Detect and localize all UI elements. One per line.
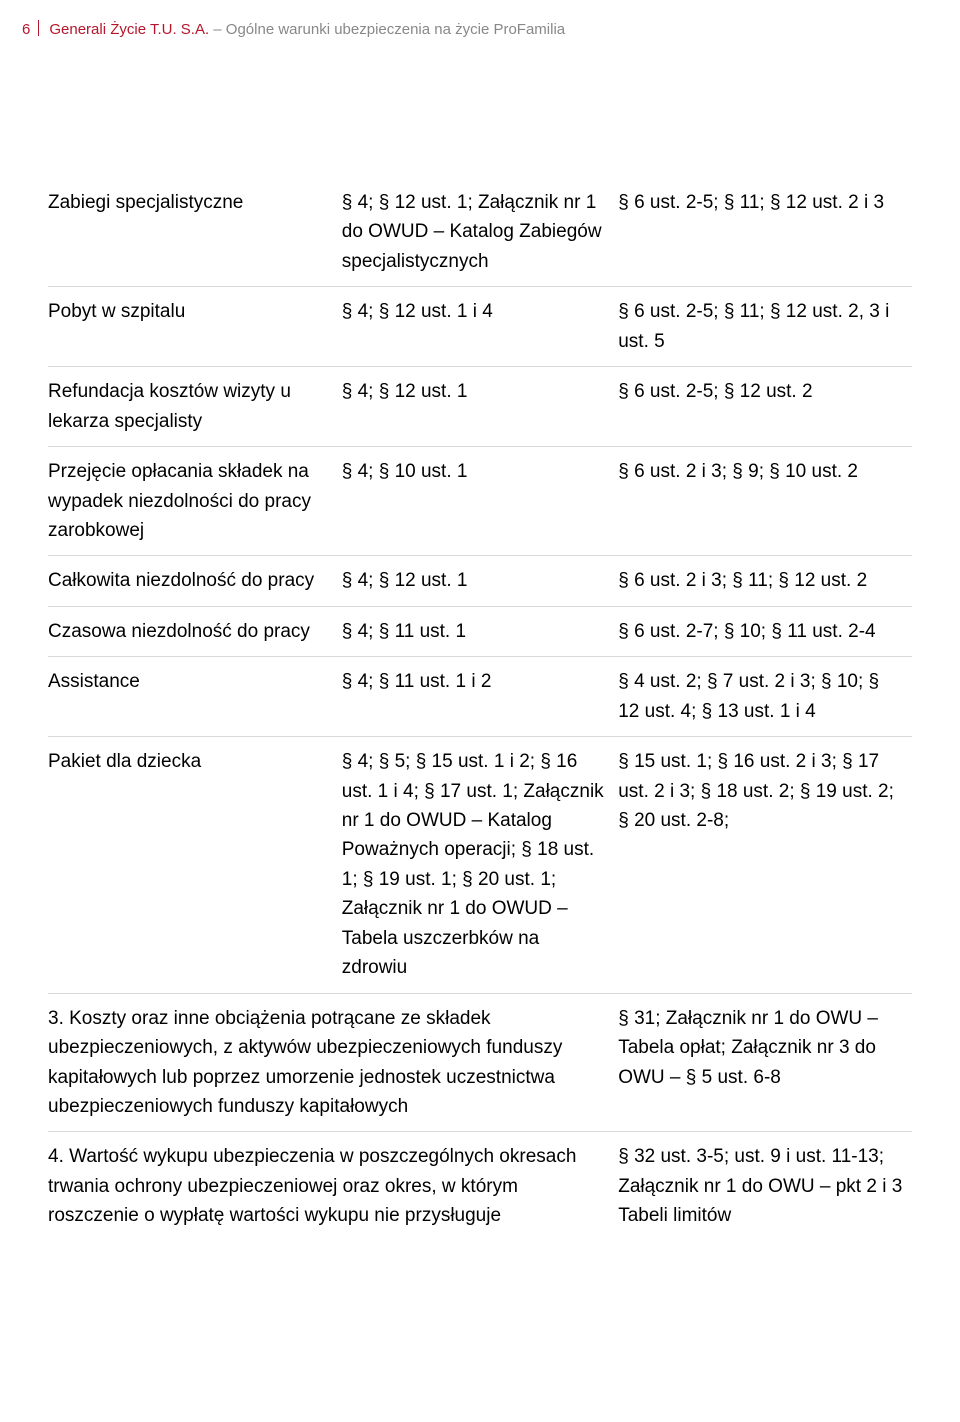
cell-name: Czasowa niezdolność do pracy xyxy=(48,606,342,656)
table-row: 3. Koszty oraz inne obciążenia potrącane… xyxy=(48,993,912,1132)
table-row: Assistance § 4; § 11 ust. 1 i 2 § 4 ust.… xyxy=(48,657,912,737)
table-row: Zabiegi specjalistyczne § 4; § 12 ust. 1… xyxy=(48,178,912,287)
header-divider xyxy=(38,20,39,36)
cell-ref-b: § 6 ust. 2 i 3; § 11; § 12 ust. 2 xyxy=(618,556,912,606)
cell-ref-b: § 4 ust. 2; § 7 ust. 2 i 3; § 10; § 12 u… xyxy=(618,657,912,737)
document-subtitle: – Ogólne warunki ubezpieczenia na życie … xyxy=(209,21,565,38)
table-row: Pobyt w szpitalu § 4; § 12 ust. 1 i 4 § … xyxy=(48,287,912,367)
cell-ref-a: § 4; § 12 ust. 1 xyxy=(342,556,618,606)
cell-name: Przejęcie opłacania składek na wypadek n… xyxy=(48,447,342,556)
cell-merged-left: 4. Wartość wykupu ubezpieczenia w poszcz… xyxy=(48,1132,618,1241)
table-row: Pakiet dla dziecka § 4; § 5; § 15 ust. 1… xyxy=(48,737,912,994)
table-row: Czasowa niezdolność do pracy § 4; § 11 u… xyxy=(48,606,912,656)
cell-name: Zabiegi specjalistyczne xyxy=(48,178,342,287)
cell-name: Całkowita niezdolność do pracy xyxy=(48,556,342,606)
cell-ref-b: § 6 ust. 2-5; § 11; § 12 ust. 2, 3 i ust… xyxy=(618,287,912,367)
cell-ref-b: § 32 ust. 3-5; ust. 9 i ust. 11-13; Załą… xyxy=(618,1132,912,1241)
cell-ref-b: § 31; Załącznik nr 1 do OWU – Tabela opł… xyxy=(618,993,912,1132)
content-area: Zabiegi specjalistyczne § 4; § 12 ust. 1… xyxy=(0,38,960,1281)
cell-name: Refundacja kosztów wizyty u lekarza spec… xyxy=(48,367,342,447)
cell-ref-b: § 6 ust. 2 i 3; § 9; § 10 ust. 2 xyxy=(618,447,912,556)
cell-merged-left: 3. Koszty oraz inne obciążenia potrącane… xyxy=(48,993,618,1132)
cell-ref-b: § 15 ust. 1; § 16 ust. 2 i 3; § 17 ust. … xyxy=(618,737,912,994)
table-row: Refundacja kosztów wizyty u lekarza spec… xyxy=(48,367,912,447)
table-row: Przejęcie opłacania składek na wypadek n… xyxy=(48,447,912,556)
cell-name: Pakiet dla dziecka xyxy=(48,737,342,994)
cell-ref-b: § 6 ust. 2-7; § 10; § 11 ust. 2-4 xyxy=(618,606,912,656)
cell-ref-a: § 4; § 12 ust. 1 xyxy=(342,367,618,447)
cell-name: Pobyt w szpitalu xyxy=(48,287,342,367)
cell-ref-a: § 4; § 11 ust. 1 i 2 xyxy=(342,657,618,737)
company-name: Generali Życie T.U. S.A. xyxy=(49,21,209,38)
cell-ref-b: § 6 ust. 2-5; § 12 ust. 2 xyxy=(618,367,912,447)
cell-ref-a: § 4; § 5; § 15 ust. 1 i 2; § 16 ust. 1 i… xyxy=(342,737,618,994)
terms-table: Zabiegi specjalistyczne § 4; § 12 ust. 1… xyxy=(48,178,912,1241)
page-number: 6 xyxy=(22,21,30,38)
page-header: 6 Generali Życie T.U. S.A. – Ogólne waru… xyxy=(0,0,960,38)
cell-ref-a: § 4; § 12 ust. 1; Załącznik nr 1 do OWUD… xyxy=(342,178,618,287)
cell-ref-b: § 6 ust. 2-5; § 11; § 12 ust. 2 i 3 xyxy=(618,178,912,287)
page: 6 Generali Życie T.U. S.A. – Ogólne waru… xyxy=(0,0,960,1422)
table-row: 4. Wartość wykupu ubezpieczenia w poszcz… xyxy=(48,1132,912,1241)
table-row: Całkowita niezdolność do pracy § 4; § 12… xyxy=(48,556,912,606)
cell-ref-a: § 4; § 11 ust. 1 xyxy=(342,606,618,656)
cell-ref-a: § 4; § 12 ust. 1 i 4 xyxy=(342,287,618,367)
cell-name: Assistance xyxy=(48,657,342,737)
cell-ref-a: § 4; § 10 ust. 1 xyxy=(342,447,618,556)
